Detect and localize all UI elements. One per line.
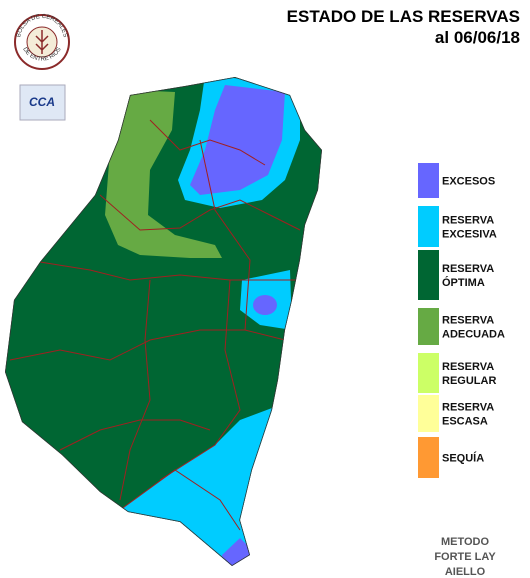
legend-swatch [418, 206, 439, 247]
legend-swatch [418, 308, 439, 345]
legend-label: RESERVA [442, 315, 494, 327]
date: al 06/06/18 [435, 28, 520, 47]
legend-label: RESERVA [442, 402, 494, 414]
legend-swatch [418, 395, 439, 432]
legend-swatch [418, 437, 439, 478]
legend-label: EXCESOS [442, 176, 495, 188]
title: ESTADO DE LAS RESERVAS [287, 7, 520, 26]
legend-swatch [418, 250, 439, 300]
method-line: FORTE LAY [434, 551, 496, 563]
legend-label: ÓPTIMA [442, 276, 485, 289]
legend-label: ADECUADA [442, 329, 505, 341]
legend-label: EXCESIVA [442, 229, 497, 241]
legend: EXCESOSRESERVAEXCESIVARESERVAÓPTIMARESER… [418, 163, 505, 478]
method-line: AIELLO [445, 566, 486, 578]
legend-label: RESERVA [442, 361, 494, 373]
method-line: METODO [441, 536, 490, 548]
legend-label: RESERVA [442, 215, 494, 227]
legend-swatch [418, 163, 439, 198]
legend-label: ESCASA [442, 416, 488, 428]
map [5, 77, 322, 566]
legend-label: SEQUÍA [442, 452, 484, 465]
legend-label: REGULAR [442, 375, 496, 387]
legend-swatch [418, 353, 439, 393]
method-note: METODO FORTE LAY AIELLO [434, 536, 496, 578]
logo: BOLSA DE CEREALES DE ENTRE RIOS CCA [14, 14, 70, 121]
logo-badge: CCA [29, 95, 55, 109]
legend-label: RESERVA [442, 263, 494, 275]
